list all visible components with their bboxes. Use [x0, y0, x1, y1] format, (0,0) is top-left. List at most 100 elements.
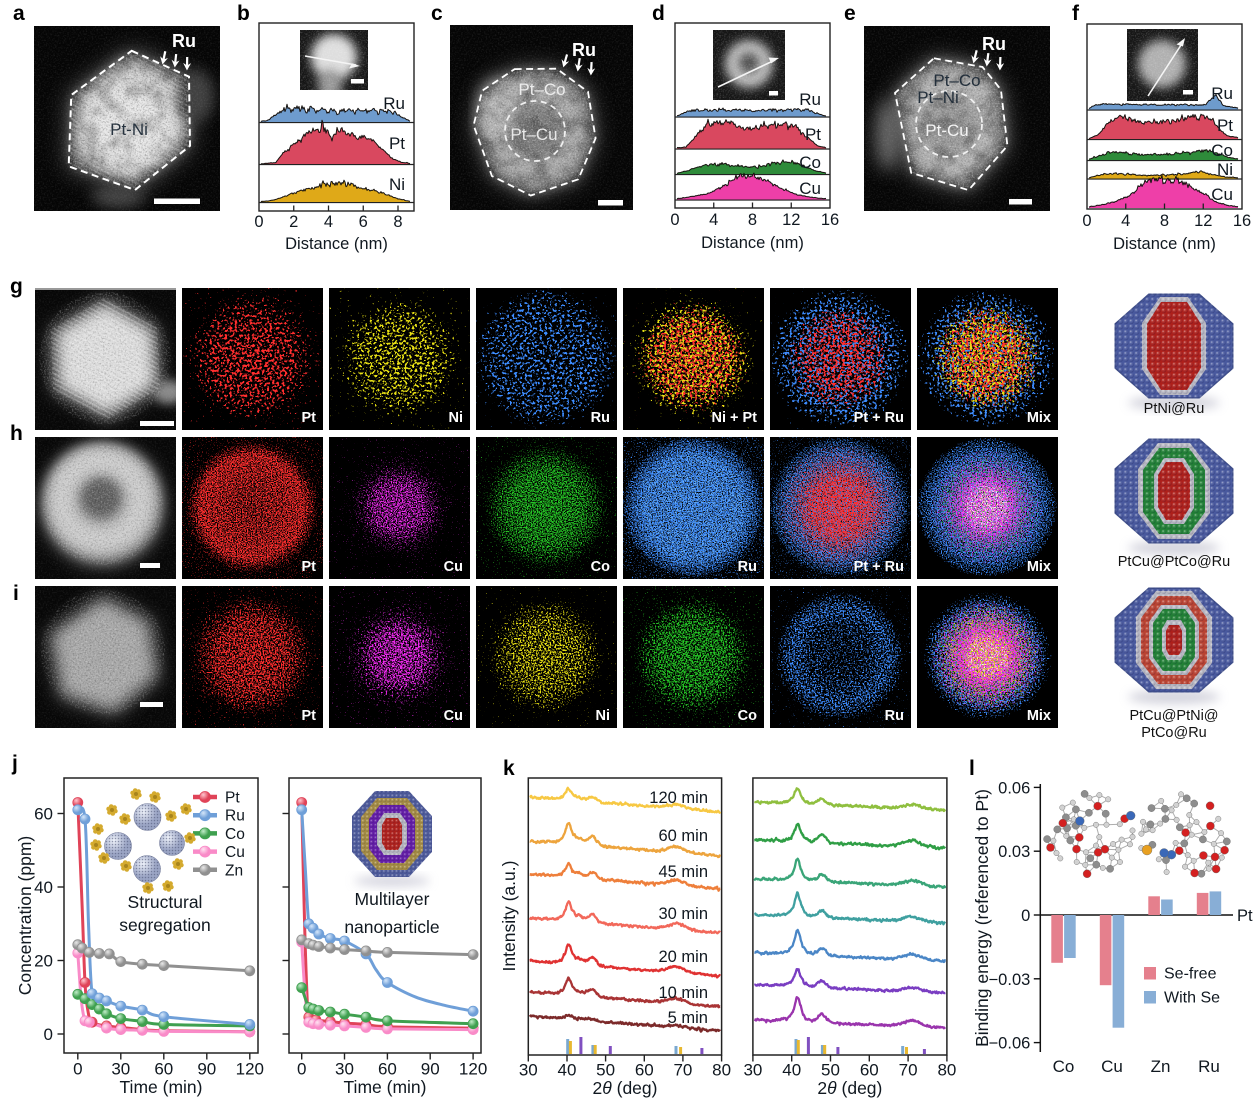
svg-text:Co: Co: [738, 708, 757, 724]
svg-text:Cu: Cu: [444, 708, 463, 724]
svg-text:Co: Co: [799, 153, 821, 172]
svg-text:10 min: 10 min: [658, 984, 708, 1002]
svg-text:Co: Co: [1211, 141, 1233, 160]
svg-text:Zn: Zn: [1151, 1057, 1171, 1076]
svg-text:Cu: Cu: [225, 844, 245, 861]
svg-text:Pt: Pt: [805, 125, 821, 144]
svg-text:Cu: Cu: [1101, 1057, 1123, 1076]
svg-text:4: 4: [709, 211, 718, 229]
svg-text:−0.03: −0.03: [989, 971, 1031, 989]
svg-text:Ni + Pt: Ni + Pt: [711, 410, 757, 426]
svg-text:Se-free: Se-free: [1164, 966, 1217, 983]
svg-text:e: e: [844, 2, 856, 25]
svg-text:segregation: segregation: [119, 915, 210, 935]
svg-text:Mix: Mix: [1027, 708, 1051, 724]
svg-text:0: 0: [73, 1060, 82, 1079]
svg-text:Pt–Co: Pt–Co: [518, 80, 565, 99]
svg-text:Pt: Pt: [1237, 907, 1253, 925]
svg-text:Ru: Ru: [982, 34, 1006, 54]
svg-text:Ni: Ni: [596, 708, 611, 724]
svg-text:0.03: 0.03: [998, 843, 1030, 861]
svg-text:0: 0: [254, 213, 263, 231]
svg-text:30: 30: [743, 1061, 762, 1080]
svg-text:−0.06: −0.06: [989, 1035, 1031, 1053]
svg-text:30: 30: [335, 1060, 354, 1079]
svg-text:50: 50: [821, 1061, 840, 1080]
svg-text:Cu: Cu: [799, 179, 821, 198]
svg-text:Pt: Pt: [302, 559, 317, 575]
svg-text:120: 120: [236, 1060, 264, 1079]
svg-text:c: c: [431, 2, 443, 25]
svg-text:Ni: Ni: [449, 410, 464, 426]
svg-text:g: g: [10, 275, 23, 298]
svg-text:PtCu@PtNi@: PtCu@PtNi@: [1129, 708, 1218, 724]
svg-text:Ru: Ru: [738, 559, 757, 575]
svg-text:Concentration (ppm): Concentration (ppm): [15, 836, 35, 996]
svg-text:60: 60: [635, 1061, 654, 1080]
svg-text:Co: Co: [1053, 1057, 1075, 1076]
svg-text:Co: Co: [225, 826, 245, 843]
svg-text:Cu: Cu: [444, 559, 463, 575]
svg-text:Time (min): Time (min): [120, 1077, 203, 1097]
svg-text:50: 50: [596, 1061, 615, 1080]
svg-text:120: 120: [459, 1060, 487, 1079]
svg-text:Multilayer: Multilayer: [355, 889, 430, 909]
svg-text:6: 6: [359, 213, 368, 231]
svg-text:40: 40: [34, 878, 53, 897]
svg-text:Ru: Ru: [885, 708, 904, 724]
svg-text:0: 0: [1021, 907, 1030, 925]
svg-text:j: j: [11, 752, 18, 775]
svg-text:2: 2: [289, 213, 298, 231]
svg-text:12: 12: [782, 211, 800, 229]
svg-text:Ru: Ru: [172, 31, 196, 51]
svg-text:nanoparticle: nanoparticle: [344, 917, 439, 937]
svg-text:f: f: [1072, 2, 1080, 25]
svg-text:70: 70: [673, 1061, 692, 1080]
svg-text:30: 30: [111, 1060, 130, 1079]
svg-text:l: l: [969, 757, 975, 780]
svg-text:Ni: Ni: [1217, 160, 1233, 179]
svg-text:80: 80: [712, 1061, 731, 1080]
svg-text:8: 8: [393, 213, 402, 231]
svg-text:4: 4: [324, 213, 333, 231]
svg-text:40: 40: [558, 1061, 577, 1080]
svg-text:12: 12: [1194, 212, 1212, 230]
svg-text:8: 8: [1160, 212, 1169, 230]
svg-text:i: i: [13, 582, 19, 605]
svg-text:Pt: Pt: [389, 134, 405, 153]
svg-text:60: 60: [34, 805, 53, 824]
svg-text:Intensity (a.u.): Intensity (a.u.): [499, 861, 519, 972]
svg-text:80: 80: [937, 1061, 956, 1080]
svg-text:PtNi@Ru: PtNi@Ru: [1144, 401, 1205, 417]
svg-text:Co: Co: [591, 559, 610, 575]
svg-text:0: 0: [44, 1025, 53, 1044]
svg-text:PtCo@Ru: PtCo@Ru: [1141, 725, 1207, 741]
svg-text:0: 0: [1082, 212, 1091, 230]
svg-text:Pt–Cu: Pt–Cu: [510, 125, 557, 144]
svg-text:30: 30: [519, 1061, 538, 1080]
svg-text:90: 90: [421, 1060, 440, 1079]
svg-text:Distance (nm): Distance (nm): [1113, 235, 1216, 253]
svg-text:Pt-Cu: Pt-Cu: [925, 121, 968, 140]
svg-text:k: k: [503, 757, 515, 780]
svg-text:Pt–Ni: Pt–Ni: [917, 88, 959, 107]
svg-text:Pt: Pt: [225, 790, 240, 807]
svg-text:Time (min): Time (min): [344, 1077, 427, 1097]
svg-text:60: 60: [154, 1060, 173, 1079]
svg-text:2θ (deg): 2θ (deg): [593, 1078, 658, 1098]
svg-text:120 min: 120 min: [649, 789, 708, 807]
svg-text:Mix: Mix: [1027, 410, 1051, 426]
svg-text:Pt-Ni: Pt-Ni: [110, 120, 148, 139]
svg-text:a: a: [13, 2, 25, 25]
svg-text:20: 20: [34, 952, 53, 971]
svg-text:40: 40: [782, 1061, 801, 1080]
svg-text:Ru: Ru: [591, 410, 610, 426]
svg-text:Ru: Ru: [799, 90, 821, 109]
svg-text:Ru: Ru: [383, 94, 405, 113]
svg-text:0: 0: [670, 211, 679, 229]
svg-text:0.06: 0.06: [998, 779, 1030, 797]
svg-text:16: 16: [821, 211, 839, 229]
svg-text:Pt: Pt: [1217, 116, 1233, 135]
svg-text:Binding energy (referenced to: Binding energy (referenced to Pt): [972, 789, 992, 1047]
svg-text:Distance (nm): Distance (nm): [285, 235, 388, 253]
